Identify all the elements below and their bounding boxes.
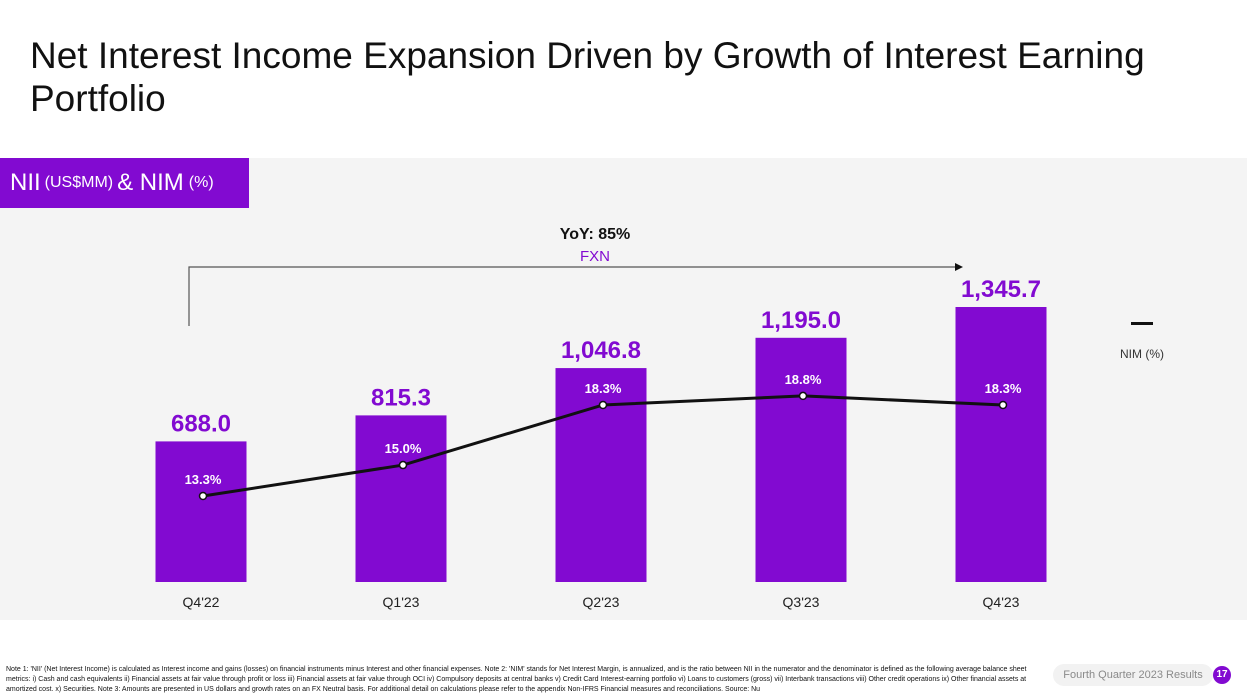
x-axis-tick-label: Q4'23 [983,594,1020,610]
nii-value-label: 688.0 [171,410,231,437]
page-title: Net Interest Income Expansion Driven by … [30,35,1145,119]
nii-value-label: 1,046.8 [561,337,641,364]
footer-report-label: Fourth Quarter 2023 Results [1053,664,1213,686]
yoy-annotation: YoY: 85% [559,226,631,243]
footnote: Note 1: 'NII' (Net Interest Income) is c… [6,666,1027,693]
x-axis-tick-label: Q1'23 [383,594,420,610]
nii-bar [955,307,1047,582]
x-axis-tick-label: Q2'23 [583,594,620,610]
nim-point [198,491,208,501]
label-nim-unit: (%) [188,174,214,191]
nim-point [798,391,808,401]
nii-nim-chart: 688.0 Q4'22 815.3 Q1'23 1,046.8 Q2'23 1,195.0 Q… [155,263,1047,610]
nim-value-label: 15.0% [385,441,422,456]
label-nii-unit: (US$MM) [44,174,114,191]
nii-bar [555,368,647,582]
yoy-bracket-line [188,266,957,326]
yoy-arrow-head [955,263,963,271]
chart-section-label: NII (US$MM) & NIM (%) [0,158,249,208]
fxn-annotation: FXN [580,248,610,265]
nim-value-label: 13.3% [185,472,222,487]
nii-value-label: 1,195.0 [761,307,841,334]
nim-value-label: 18.3% [585,381,622,396]
page-number-badge: 17 [1213,666,1231,684]
nii-value-label: 815.3 [371,384,431,411]
label-nim: & NIM [117,169,184,196]
nii-bar [355,415,447,582]
nii-value-label: 1,345.7 [961,276,1041,303]
x-axis-tick-label: Q3'23 [783,594,820,610]
label-nii: NII [10,169,41,196]
legend-line-swatch [1131,322,1153,325]
legend-label: NIM (%) [1120,347,1164,361]
x-axis-tick-label: Q4'22 [183,594,220,610]
nim-point [998,400,1008,410]
nim-point [598,400,608,410]
nii-bar [155,441,247,582]
nim-point [398,460,408,470]
nim-value-label: 18.8% [785,372,822,387]
nim-value-label: 18.3% [985,381,1022,396]
nii-bar [755,337,847,582]
chart-legend: NIM (%) [1120,322,1164,361]
